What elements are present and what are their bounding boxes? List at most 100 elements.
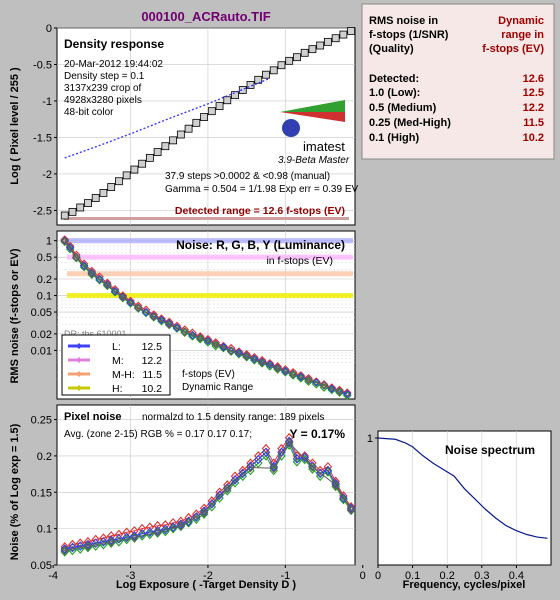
detected-range-label: Detected range = 12.6 f-stops (EV) (175, 205, 345, 217)
noise-legend-value: 10.2 (142, 383, 163, 395)
density-point (339, 30, 348, 39)
noise-point (65, 243, 75, 252)
noise-point (288, 369, 298, 379)
spectrum-x-tick-label: 0.1 (405, 570, 420, 582)
pixel-noise-header: normalzd to 1.5 density range: 189 pixel… (142, 412, 324, 423)
noise-point (126, 296, 135, 306)
noise-legend-items: L: 12.5 M: 12.2 M-H: 11.5 H: 10.2 (68, 341, 162, 395)
density-stats-1: 37.9 steps >0.0002 & <0.98 (manual) (165, 171, 330, 182)
noise-point (335, 388, 344, 397)
noise-point (211, 339, 220, 349)
pixel-noise-point (122, 532, 131, 543)
summary-table: RMS noise in f-stops (1/SNR) (Quality) D… (361, 3, 555, 160)
pixel-noise-x-tick-label: 0 (360, 570, 366, 582)
noise-series-line (64, 240, 340, 392)
noise-point (273, 364, 282, 373)
density-point (91, 194, 100, 202)
pixel-noise-title: Pixel noise (64, 411, 121, 423)
noise-y-tick-label: 0.1 (37, 291, 52, 303)
row-label-medium: 0.5 (Medium) (369, 102, 437, 114)
density-title: Density response (64, 37, 164, 51)
density-point (184, 124, 193, 133)
pixel-noise-y-summary: Y = 0.17% (290, 427, 346, 441)
density-point (262, 70, 270, 79)
pixel-noise-point (114, 533, 124, 544)
pixel-noise-y-label: Noise (% of Log exp = 1.5) (9, 423, 21, 560)
noise-point (219, 342, 228, 352)
col1-header-line-3: (Quality) (369, 43, 414, 55)
imatest-logo: imatest (280, 100, 345, 154)
noise-legend-value: 11.5 (142, 369, 162, 381)
noise-legend-name: M-H: (112, 369, 135, 381)
noise-point (149, 310, 159, 319)
pixel-noise-y-tick-label: 0.05 (31, 560, 52, 572)
row-value-low: 12.5 (523, 87, 544, 99)
row-value-med-high: 11.5 (523, 117, 544, 129)
noise-point (133, 304, 143, 313)
density-point (254, 75, 263, 84)
detected-range-bar (64, 217, 349, 220)
density-fit-line (64, 77, 271, 159)
noise-point (281, 367, 290, 377)
pixel-noise-point (68, 542, 77, 553)
density-point (200, 113, 208, 121)
pixel-noise-point (199, 507, 209, 518)
spectrum-y-tick-label: 1 (367, 433, 373, 445)
noise-y-ticks: 1 0.5 0.2 0.1 0.05 0.02 0.01 (31, 236, 57, 357)
density-y-ticks: 0 -0.5 -1 -1.5 -2 -2.5 (33, 23, 57, 217)
noise-point (110, 287, 120, 297)
pixel-noise-point (168, 522, 178, 533)
density-point (76, 203, 85, 212)
pixel-noise-point (323, 465, 333, 476)
pixel-noise-point (339, 494, 348, 505)
pixel-noise-point (83, 539, 93, 550)
pixel-noise-point (106, 535, 116, 546)
noise-quality-band (67, 254, 353, 260)
pixel-noise-point (184, 517, 193, 528)
noise-point (133, 301, 143, 311)
density-stats-2: Gamma = 0.504 = 1/1.98 Exp err = 0.39 EV (165, 184, 358, 195)
density-point (316, 41, 325, 50)
density-point (215, 102, 224, 110)
pixel-noise-point (153, 525, 162, 536)
version-label: 3.9-Beta Master (278, 155, 350, 166)
spectrum-title: Noise spectrum (445, 443, 535, 457)
noise-point (219, 341, 228, 351)
noise-point (312, 377, 321, 386)
pixel-noise-point (269, 461, 278, 472)
noise-point (250, 354, 259, 364)
pixel-noise-point (230, 475, 240, 485)
density-point (238, 86, 247, 94)
density-series (60, 27, 356, 220)
row-label-detected: Detected: (369, 73, 419, 85)
pixel-noise-series (60, 432, 356, 557)
noise-point (265, 360, 275, 369)
spectrum-x-label: Frequency, cycles/pixel (403, 579, 526, 591)
density-grid (57, 27, 355, 225)
pixel-noise-y-tick-label: 0.2 (37, 451, 52, 463)
noise-point (87, 269, 97, 278)
density-point (347, 27, 356, 35)
noise-legend-name: M: (112, 355, 124, 367)
spectrum-x-tick-label: 0.4 (509, 570, 524, 582)
noise-y-tick-label: 1 (46, 236, 52, 248)
pixel-noise-point (130, 532, 139, 543)
noise-point (180, 327, 189, 336)
spectrum-plot-area (377, 430, 552, 566)
pixel-noise-y-ticks: 0.25 0.2 0.15 0.1 0.05 (31, 415, 57, 572)
density-point (293, 53, 301, 62)
noise-point (118, 293, 128, 302)
noise-y-tick-label: 0.02 (31, 329, 52, 341)
noise-point (157, 314, 166, 323)
density-info-3: 3137x239 crop of (64, 83, 142, 94)
pixel-noise-x-tick-label: -2 (203, 570, 213, 582)
density-panel: 0 -0.5 -1 -1.5 -2 -2.5 Density response 20-Ma… (9, 23, 358, 226)
noise-point (60, 236, 70, 246)
spectrum-series (377, 437, 548, 539)
noise-point (164, 319, 174, 328)
noise-point (103, 280, 112, 290)
pixel-noise-point (331, 478, 340, 489)
noise-point (72, 252, 81, 262)
noise-panel: 1 0.5 0.2 0.1 0.05 0.02 0.01 Noise: R, G, B, Y… (9, 230, 356, 400)
pixel-noise-point (246, 461, 255, 471)
